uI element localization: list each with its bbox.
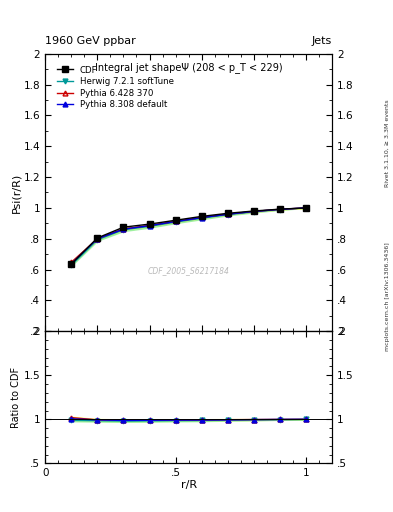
Y-axis label: Ratio to CDF: Ratio to CDF (11, 367, 21, 428)
X-axis label: r/R: r/R (180, 480, 197, 489)
Text: 1960 GeV ppbar: 1960 GeV ppbar (45, 36, 136, 46)
Text: mcplots.cern.ch [arXiv:1306.3436]: mcplots.cern.ch [arXiv:1306.3436] (385, 243, 389, 351)
Y-axis label: Psi(r/R): Psi(r/R) (11, 173, 21, 212)
Text: Jets: Jets (312, 36, 332, 46)
Text: Integral jet shapeΨ (208 < p_T < 229): Integral jet shapeΨ (208 < p_T < 229) (95, 62, 283, 73)
Legend: CDF, Herwig 7.2.1 softTune, Pythia 6.428 370, Pythia 8.308 default: CDF, Herwig 7.2.1 softTune, Pythia 6.428… (54, 62, 177, 113)
Text: CDF_2005_S6217184: CDF_2005_S6217184 (148, 266, 230, 274)
Text: Rivet 3.1.10, ≥ 3.3M events: Rivet 3.1.10, ≥ 3.3M events (385, 99, 389, 187)
